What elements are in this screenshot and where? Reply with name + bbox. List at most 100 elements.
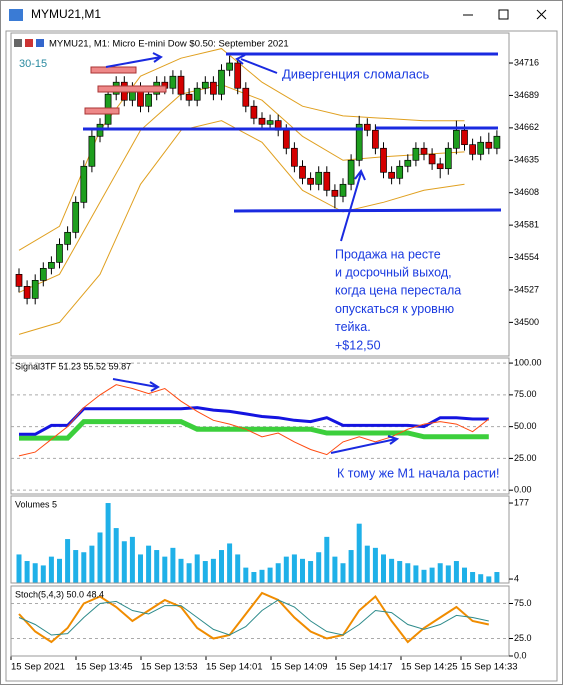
volume-bar xyxy=(397,561,403,583)
annotation: когда цена перестала xyxy=(335,284,461,298)
volume-bar xyxy=(470,572,476,583)
y-tick-label: 34554 xyxy=(514,252,539,262)
volume-bar xyxy=(154,550,160,583)
annotation: опускаться к уровню xyxy=(335,302,454,316)
candle-body xyxy=(420,147,428,155)
candle-body xyxy=(80,165,88,203)
candle-body xyxy=(469,144,476,155)
app-icon xyxy=(9,9,23,21)
y-tick-label: 177 xyxy=(514,497,529,507)
volume-bar xyxy=(73,550,79,583)
level-line xyxy=(233,208,502,213)
volume-bar xyxy=(227,543,233,583)
volume-bar xyxy=(57,558,62,583)
x-tick-label: 15 Sep 13:53 xyxy=(141,662,198,673)
indicator-line xyxy=(18,599,489,636)
candle-body xyxy=(258,117,266,125)
volume-bar xyxy=(97,532,103,583)
arrow xyxy=(340,169,366,242)
volume-bar xyxy=(138,554,143,583)
y-tick-label: 75.0 xyxy=(514,598,532,608)
candle-body xyxy=(242,87,250,107)
y-tick-label: 50.00 xyxy=(514,421,537,431)
candle-body xyxy=(363,123,371,131)
arrow xyxy=(330,435,400,454)
window-title: MYMU21,M1 xyxy=(31,7,101,21)
candle-body xyxy=(412,147,420,161)
drawings xyxy=(83,52,502,454)
volume-bar xyxy=(348,550,354,583)
candle-body xyxy=(436,163,444,170)
y-tick-label: 34581 xyxy=(514,219,539,229)
arrow xyxy=(112,378,160,392)
volume-bar xyxy=(381,554,386,583)
y-tick-label: 34662 xyxy=(514,122,539,132)
volume-bar xyxy=(267,567,273,583)
volume-bar xyxy=(48,556,54,583)
x-tick-label: 15 Sep 14:09 xyxy=(271,662,328,673)
volume-bar xyxy=(300,558,305,583)
chart-icon xyxy=(36,39,44,47)
x-tick-label: 15 Sep 14:17 xyxy=(336,662,393,673)
candle-body xyxy=(218,69,225,95)
candle-body xyxy=(372,129,379,149)
volume-bar xyxy=(113,528,119,583)
volume-bar xyxy=(178,558,184,583)
x-tick-label: 15 Sep 14:33 xyxy=(461,662,518,673)
volume-bar xyxy=(81,552,87,583)
candle-body xyxy=(315,171,323,185)
panel-title: Stoch(5,4,3) 50.0 48.4 xyxy=(15,589,104,599)
volume-bar xyxy=(462,567,467,583)
volume-bar xyxy=(364,545,370,583)
candle-body xyxy=(323,171,331,191)
panel-content xyxy=(11,362,509,491)
candle-body xyxy=(404,159,412,167)
close-button[interactable] xyxy=(536,9,547,20)
maximize-button[interactable] xyxy=(498,9,509,20)
panel-content xyxy=(15,48,501,335)
volume-bar xyxy=(251,572,257,583)
volume-bar xyxy=(170,547,176,583)
volume-bar xyxy=(219,550,224,583)
volume-bar xyxy=(186,563,192,583)
chart-frame xyxy=(5,30,558,682)
volume-bar xyxy=(291,554,297,583)
panel xyxy=(10,585,510,657)
volume-bar xyxy=(429,567,435,583)
y-tick-label: 100.00 xyxy=(514,357,542,367)
y-tick-label: 25.0 xyxy=(514,633,532,643)
volume-bar xyxy=(316,552,322,583)
y-tick-label: 4 xyxy=(514,573,519,583)
candle-body xyxy=(266,120,274,125)
band xyxy=(18,120,465,335)
volume-bar xyxy=(478,574,484,583)
y-tick-label: 34716 xyxy=(514,57,539,67)
candle-body xyxy=(453,129,460,149)
x-tick-label: 15 Sep 14:01 xyxy=(206,662,263,673)
volume-bar xyxy=(16,554,22,583)
volume-bar xyxy=(494,572,500,583)
candle-body xyxy=(88,135,96,167)
candle-body xyxy=(201,81,209,89)
candle-body xyxy=(15,273,23,287)
candle-body xyxy=(388,171,395,179)
candle-body xyxy=(291,147,298,167)
chart-icon xyxy=(25,39,33,47)
candle-body xyxy=(185,93,193,101)
candle-body xyxy=(299,165,306,179)
chart-header: MYMU21, M1: Micro E-mini Dow $0.50: Sept… xyxy=(49,39,289,50)
zone xyxy=(90,66,137,74)
candle-body xyxy=(145,93,152,107)
volume-bar xyxy=(421,569,427,583)
x-tick-label: 15 Sep 14:25 xyxy=(401,662,458,673)
candle-body xyxy=(347,159,355,185)
volume-bar xyxy=(308,561,314,583)
annotation: и досрочный выход, xyxy=(335,265,452,279)
volume-bar xyxy=(259,569,265,583)
candle-body xyxy=(380,147,387,173)
candle-body xyxy=(477,141,485,155)
volume-bar xyxy=(89,545,95,583)
y-tick-label: 0.00 xyxy=(514,485,532,495)
candle-body xyxy=(177,75,185,95)
